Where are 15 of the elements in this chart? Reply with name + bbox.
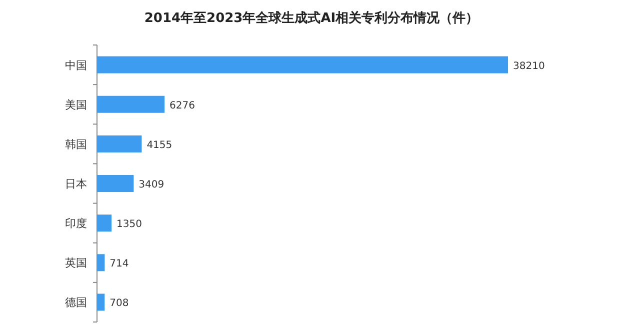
category-label: 英国	[65, 256, 87, 270]
data-label: 708	[110, 298, 129, 310]
category-label: 美国	[65, 98, 87, 112]
data-label: 6276	[170, 100, 195, 112]
category-label: 日本	[65, 178, 87, 190]
data-label: 1350	[116, 219, 142, 230]
data-label: 3409	[138, 180, 164, 190]
data-label: 714	[110, 258, 129, 270]
data-label: 4155	[146, 140, 172, 151]
category-label: 印度	[65, 217, 87, 230]
data-label: 38210	[513, 60, 545, 72]
category-label: 德国	[65, 296, 87, 310]
title: 2014年至2023年全球生成式AI相关专利分布情况（件）	[144, 11, 479, 26]
category-label: 韩国	[65, 138, 87, 151]
category-label: 中国	[65, 58, 87, 72]
